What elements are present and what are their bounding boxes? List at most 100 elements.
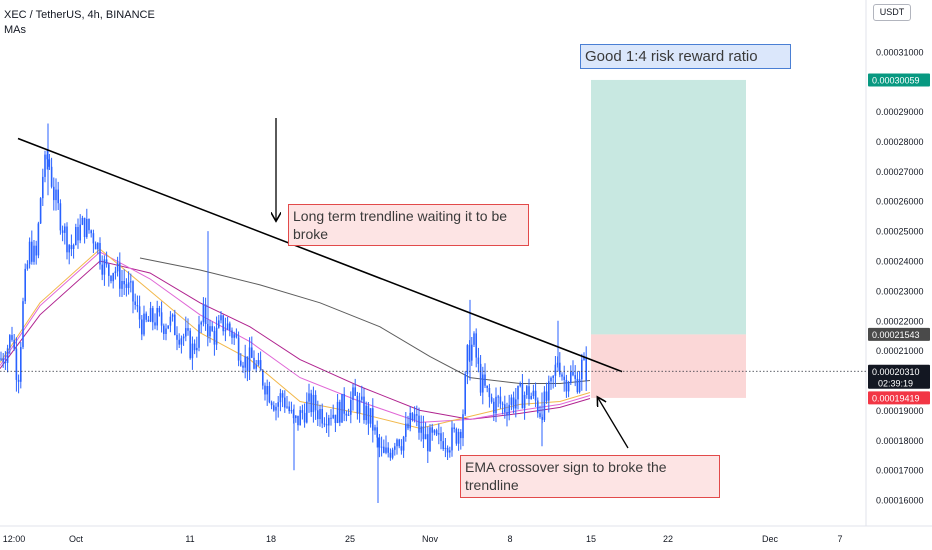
x-tick-label: 22 [663, 534, 673, 544]
candle-body [484, 374, 486, 386]
profit-zone[interactable] [591, 79, 746, 335]
candle-body [559, 362, 561, 375]
candle-body [264, 385, 266, 395]
candle-body [526, 386, 528, 395]
candle-body [501, 403, 504, 405]
candle-body [512, 397, 515, 409]
candle-body [398, 439, 400, 447]
candle-body [537, 400, 539, 414]
candle-body [220, 315, 222, 321]
candle-body [383, 446, 385, 453]
candle-body [475, 333, 477, 358]
y-tick-label: 0.00024000 [876, 257, 924, 267]
long-term-trendline[interactable] [17, 137, 623, 373]
candle-body [323, 423, 326, 425]
candle-body [158, 308, 161, 313]
x-tick-label: 15 [586, 534, 596, 544]
candle-body [356, 395, 359, 414]
candle-body [196, 347, 198, 351]
candle-body [257, 360, 260, 365]
candle-body [495, 396, 497, 414]
candle-body [312, 394, 315, 413]
candle-body [81, 217, 84, 225]
candle-body [310, 393, 312, 413]
candle-body [466, 345, 469, 374]
candle-body [279, 393, 282, 403]
candle-body [528, 386, 530, 400]
candle-body [497, 396, 499, 398]
candle-body [20, 347, 22, 382]
candle-body [171, 314, 174, 317]
candle-body [75, 227, 77, 246]
candle-body [554, 364, 557, 376]
candle-body [354, 387, 356, 396]
candle-body [332, 414, 334, 418]
candle-body [4, 361, 7, 363]
stop-price-tag-text: 0.00019419 [872, 393, 920, 403]
x-tick-label: 12:00 [3, 534, 26, 544]
candle-body [473, 333, 475, 345]
candle-body [504, 404, 506, 413]
x-tick-label: 18 [266, 534, 276, 544]
candle-body [411, 412, 414, 420]
trendline-note[interactable]: Long term trendline waiting it to be bro… [288, 204, 529, 246]
candle-body [193, 343, 196, 351]
ma-long-line [139, 257, 591, 384]
candle-body [295, 415, 297, 419]
target-price-tag-text: 0.00030059 [872, 75, 920, 85]
candle-body [176, 335, 178, 340]
candle-body [182, 336, 185, 339]
candle-body [321, 409, 323, 424]
candle-body [486, 385, 488, 388]
x-tick-label: Oct [69, 534, 84, 544]
risk-reward-note[interactable]: Good 1:4 risk reward ratio [580, 44, 791, 69]
candle-body [438, 433, 440, 435]
candle-body [64, 226, 66, 233]
candle-body [202, 304, 205, 323]
candle-body [24, 268, 26, 302]
candle-body [242, 365, 244, 368]
y-tick-label: 0.00022000 [876, 316, 924, 326]
candle-body [187, 328, 189, 331]
candle-body [259, 360, 262, 371]
candle-body [79, 224, 81, 241]
candle-body [114, 271, 117, 274]
candle-body [420, 426, 422, 433]
candle-body [343, 394, 345, 414]
candle-body [94, 243, 97, 250]
candle-body [121, 281, 123, 289]
ema-crossover-note[interactable]: EMA crossover sign to broke the trendlin… [460, 455, 720, 498]
candle-body [273, 405, 275, 411]
candle-body [42, 176, 44, 199]
candle-body [240, 360, 242, 366]
candle-body [431, 427, 433, 433]
loss-zone[interactable] [591, 334, 746, 398]
x-tick-label: 7 [837, 534, 842, 544]
candle-body [363, 396, 365, 421]
candle-body [174, 314, 176, 335]
candle-body [244, 356, 246, 368]
candle-body [578, 379, 581, 393]
candle-body [552, 375, 554, 378]
candle-body [163, 325, 165, 334]
y-tick-label: 0.00016000 [876, 496, 924, 506]
candle-body [433, 430, 436, 433]
candle-body [515, 399, 517, 409]
y-tick-label: 0.00027000 [876, 167, 924, 177]
candle-body [297, 415, 299, 426]
symbol-title[interactable]: XEC / TetherUS, 4h, BINANCE [4, 9, 155, 21]
candle-body [345, 413, 348, 416]
indicator-label[interactable]: MAs [4, 24, 26, 36]
candle-body [286, 406, 288, 408]
candle-body [211, 326, 213, 331]
candle-body [138, 306, 141, 320]
candle-body [165, 328, 167, 334]
candle-body [581, 359, 583, 380]
candle-body [521, 383, 524, 409]
candle-body [405, 423, 407, 437]
currency-button[interactable]: USDT [873, 4, 911, 21]
candle-body [576, 378, 579, 393]
candle-body [471, 344, 473, 361]
candle-body [209, 326, 211, 337]
